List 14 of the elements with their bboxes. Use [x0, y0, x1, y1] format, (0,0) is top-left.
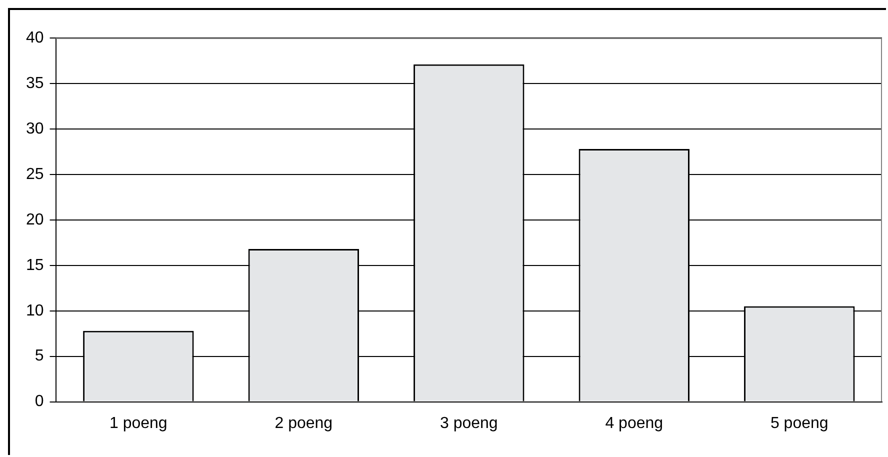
x-tick-label: 5 poeng: [770, 414, 828, 432]
x-tick-label: 1 poeng: [109, 414, 168, 432]
y-tick-label: 40: [26, 29, 44, 46]
y-tick-label: 10: [26, 302, 44, 320]
y-tick-label: 0: [34, 393, 44, 410]
y-tick-label: 30: [26, 120, 44, 138]
y-tick-label: 20: [26, 211, 44, 228]
x-tick-label: 3 poeng: [440, 414, 498, 432]
x-tick-label: 4 poeng: [605, 414, 664, 432]
y-tick-label: 35: [26, 74, 44, 92]
y-tick-label: 15: [26, 256, 44, 274]
x-tick-label: 2 poeng: [274, 414, 333, 432]
y-tick-label: 5: [34, 348, 44, 365]
y-tick-label: 25: [26, 166, 44, 183]
